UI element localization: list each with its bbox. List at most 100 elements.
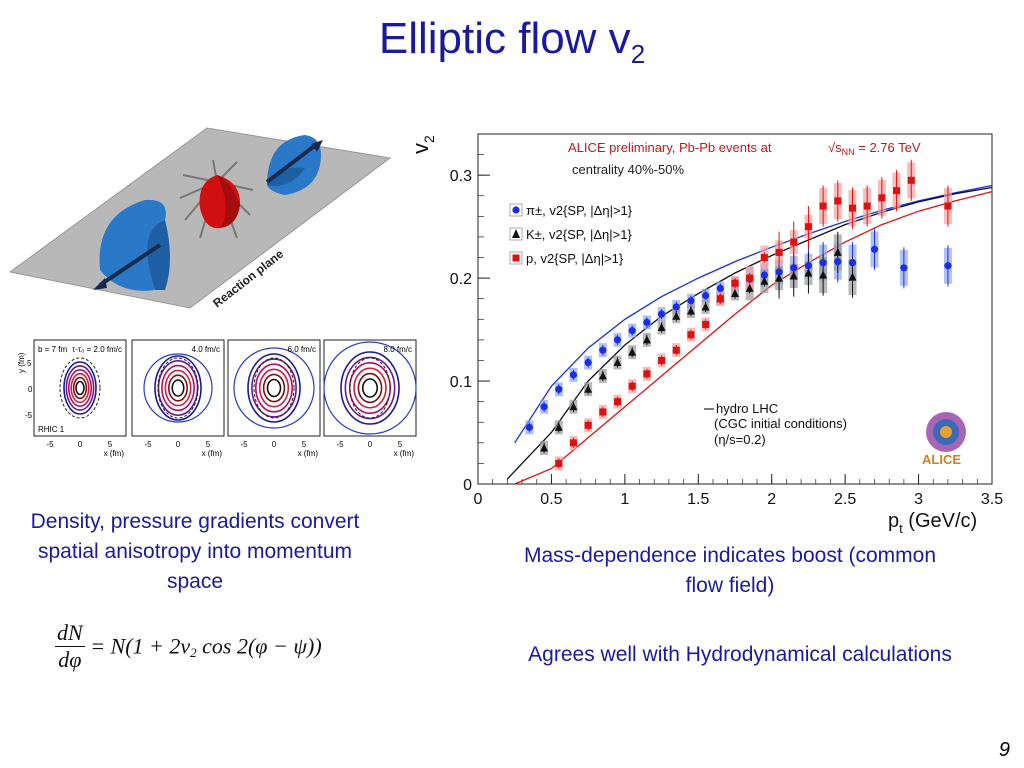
panel-x-tick: -5 xyxy=(336,440,344,449)
data-point-square xyxy=(775,248,783,256)
panel-x-tick: 5 xyxy=(302,440,307,449)
panel-label-time: 4.0 fm/c xyxy=(192,345,220,354)
data-point-square xyxy=(804,223,812,231)
data-point-square xyxy=(687,331,695,339)
data-point-square xyxy=(819,202,827,210)
data-point-square xyxy=(716,295,724,303)
density-panel-1: b = 7 fm τ-τ₀ = 2.0 fm/c RHIC 1 -5 0 5x (fm) xyxy=(33,339,127,458)
legend-marker-box xyxy=(509,227,523,241)
data-point-square xyxy=(569,439,577,447)
x-tick-label: 3.5 xyxy=(981,491,1003,508)
caption-left: Density, pressure gradients convert spat… xyxy=(30,510,360,593)
data-point-triangle xyxy=(789,271,798,280)
data-point-triangle xyxy=(554,422,563,431)
legend-marker-square xyxy=(512,254,520,262)
data-point-square xyxy=(907,176,915,184)
data-point-circle xyxy=(775,268,783,276)
data-point-square xyxy=(628,382,636,390)
panel-x-tick: 0 xyxy=(176,440,181,449)
data-point-circle xyxy=(804,262,813,270)
x-tick-label: 2.5 xyxy=(834,491,856,508)
panel-label-time: 8.0 fm/c xyxy=(384,345,412,354)
data-point-triangle xyxy=(613,358,622,367)
data-point-square xyxy=(878,194,886,202)
panel-xlabel: x (fm) xyxy=(394,449,415,458)
data-point-circle xyxy=(790,264,798,272)
data-point-square xyxy=(848,204,856,212)
legend-label: π±, v2{SP, |Δη|>1} xyxy=(526,203,633,218)
legend-marker-box xyxy=(509,203,523,217)
reaction-plane-diagram: Reaction plane xyxy=(8,127,392,310)
svg-text:hydro LHC: hydro LHC xyxy=(716,401,778,416)
data-point-square xyxy=(834,197,842,205)
data-point-square xyxy=(555,459,563,467)
data-point-square xyxy=(790,238,798,246)
panel-x-tick: -5 xyxy=(46,440,54,449)
data-point-circle xyxy=(569,371,578,379)
data-point-circle xyxy=(819,259,827,267)
data-point-triangle xyxy=(672,311,681,320)
data-point-square xyxy=(614,398,622,406)
data-point-triangle xyxy=(628,347,637,356)
data-point-triangle xyxy=(598,371,607,380)
data-point-square xyxy=(746,274,754,282)
caption-bottom: Agrees well with Hydrodynamical calculat… xyxy=(528,643,952,666)
x-tick-label: 3 xyxy=(914,491,923,508)
chart-centrality: centrality 40%-50% xyxy=(572,162,684,177)
page-number: 9 xyxy=(998,739,1010,761)
x-tick-label: 0 xyxy=(474,491,483,508)
data-point-square xyxy=(702,320,710,328)
panel-label-bottom: RHIC 1 xyxy=(38,425,65,434)
svg-text:(CGC initial conditions): (CGC initial conditions) xyxy=(714,416,847,431)
data-point-triangle xyxy=(731,289,739,298)
slide-title: Elliptic flow v2 xyxy=(378,14,646,69)
reaction-plane xyxy=(8,127,392,309)
data-point-circle xyxy=(540,403,548,411)
data-point-circle xyxy=(848,259,857,267)
legend-marker-circle xyxy=(512,206,520,214)
panel-x-tick: 5 xyxy=(398,440,403,449)
data-point-square xyxy=(944,202,952,210)
panel-x-tick: 0 xyxy=(272,440,277,449)
data-point-circle xyxy=(657,310,666,318)
data-point-circle xyxy=(870,245,879,253)
panel-x-tick: 0 xyxy=(78,440,83,449)
data-point-circle xyxy=(584,358,592,367)
x-tick-label: 0.5 xyxy=(540,491,562,508)
panel-x-tick: 0 xyxy=(368,440,373,449)
x-tick-label: 1.5 xyxy=(687,491,709,508)
data-point-circle xyxy=(672,303,680,311)
density-panels: y (fm) 5 0 -5 b = 7 fm τ-τ₀ = 2.0 fm/c RHI… xyxy=(17,339,417,458)
data-point-triangle xyxy=(775,273,784,282)
panel-label-top: b = 7 fm xyxy=(38,345,67,354)
data-point-circle xyxy=(613,336,622,344)
data-point-square xyxy=(672,346,680,354)
panel-x-tick: 5 xyxy=(108,440,113,449)
data-point-circle xyxy=(900,264,908,272)
data-point-triangle xyxy=(745,283,754,292)
data-point-circle xyxy=(628,327,636,335)
svg-text:-5: -5 xyxy=(25,411,33,420)
data-point-triangle xyxy=(804,268,813,277)
y-tick-label: 0.2 xyxy=(450,271,472,288)
data-point-square xyxy=(760,254,768,262)
svg-text:0: 0 xyxy=(28,385,33,394)
x-tick-label: 2 xyxy=(767,491,776,508)
data-point-triangle xyxy=(642,335,651,344)
data-point-triangle xyxy=(760,276,769,285)
density-panel-2: 4.0 fm/c -5 0 5x (fm) xyxy=(131,339,225,458)
density-panel-3: 6.0 fm/c -5 0 5x (fm) xyxy=(227,339,321,458)
panel-label-time: τ-τ₀ = 2.0 fm/c xyxy=(72,345,122,354)
x-tick-label: 1 xyxy=(620,491,629,508)
data-point-triangle xyxy=(701,302,710,311)
legend-marker-box xyxy=(509,251,523,265)
data-point-square xyxy=(863,202,871,210)
panel-xlabel: x (fm) xyxy=(202,449,223,458)
data-point-square xyxy=(599,408,607,416)
y-tick-label: 0.3 xyxy=(450,168,472,185)
data-point-triangle xyxy=(848,272,857,281)
chart-header: ALICE preliminary, Pb-Pb events at xyxy=(568,140,772,155)
flow-formula: dN dφ = N(1 + 2v2 cos 2(φ − ψ)) xyxy=(55,620,322,672)
panel-xlabel: x (fm) xyxy=(298,449,319,458)
legend-marker-triangle xyxy=(512,229,520,238)
